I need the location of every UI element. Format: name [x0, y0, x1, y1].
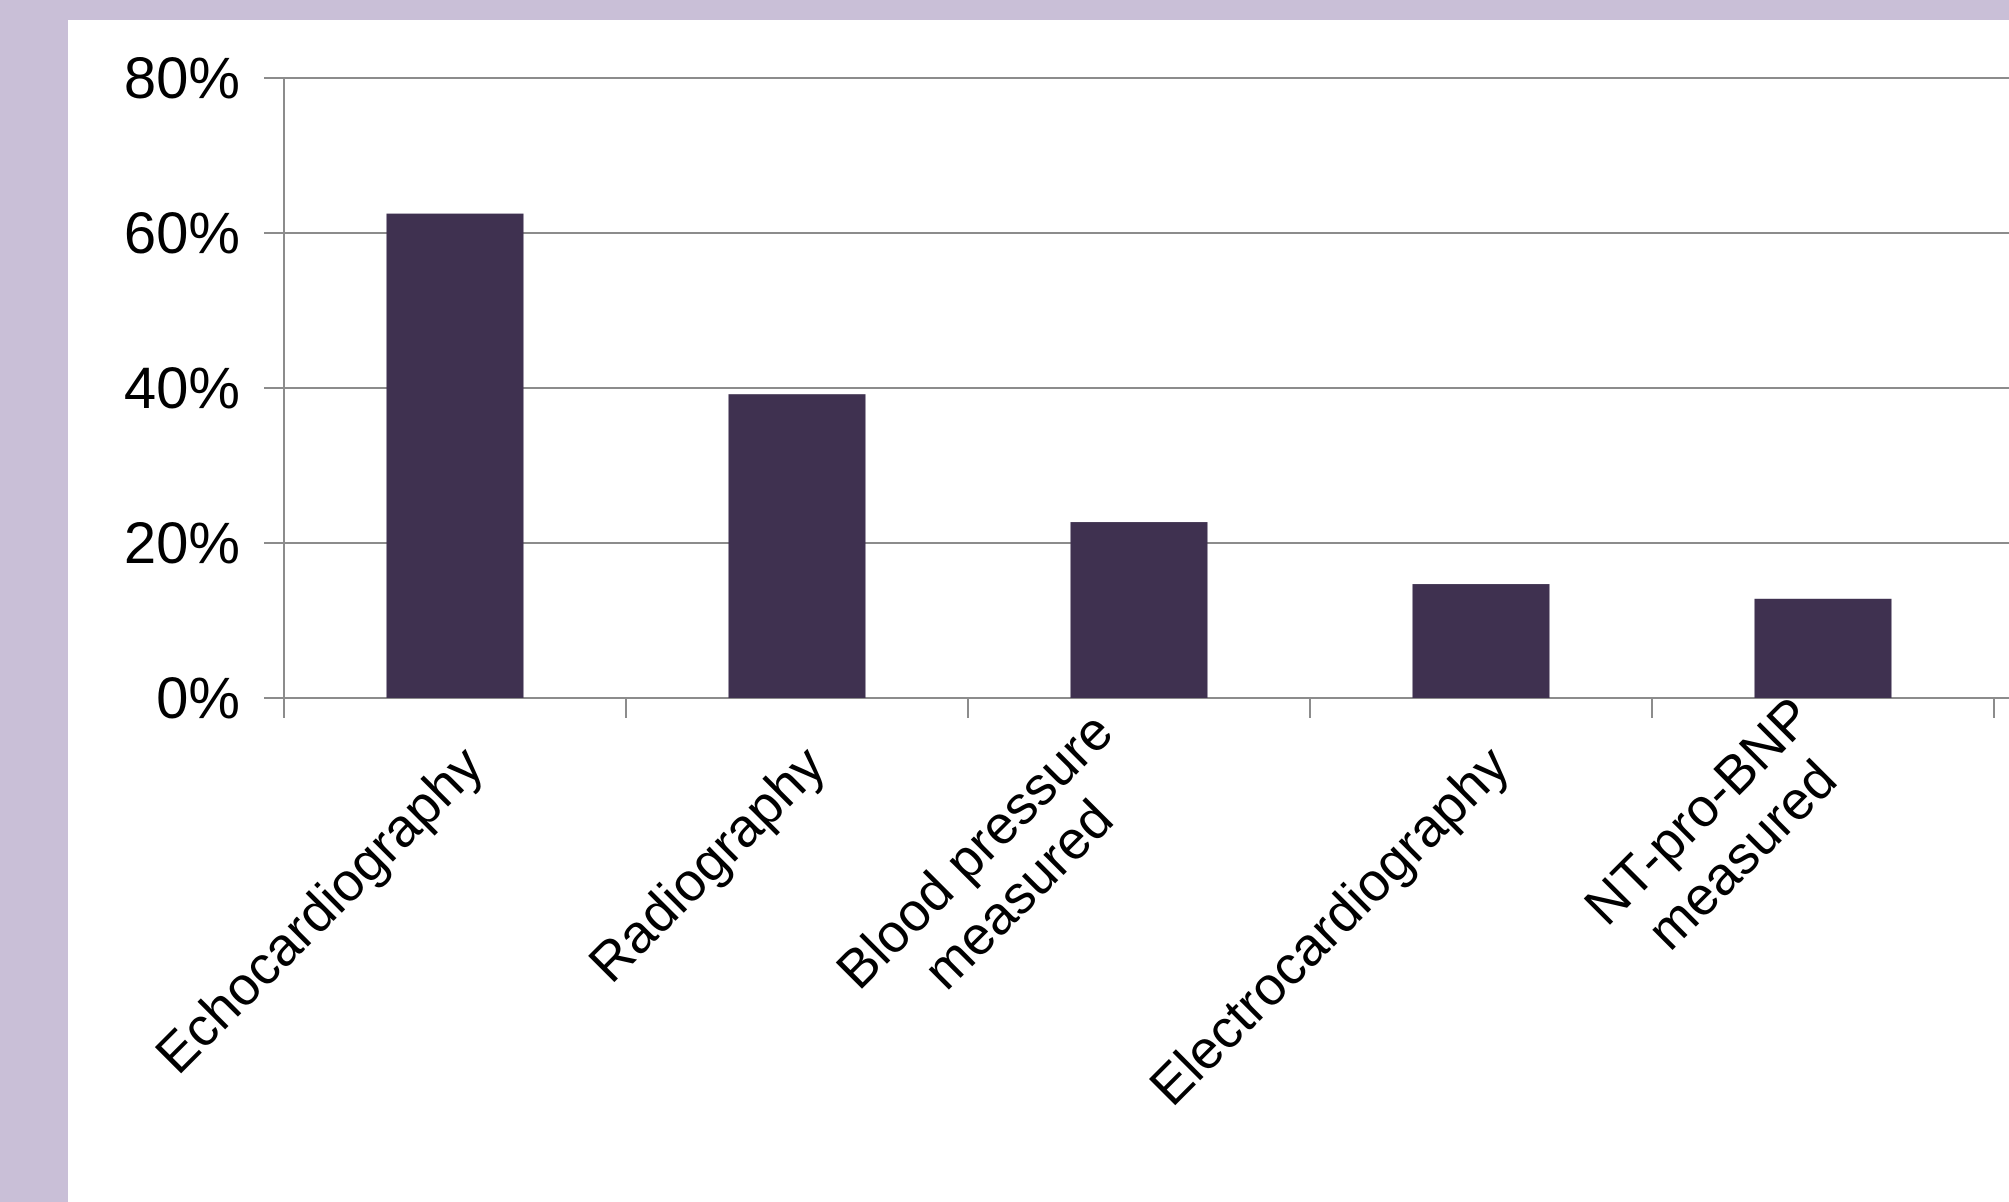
bar	[728, 394, 866, 698]
x-tick-label: Electrocardiography	[1138, 735, 1520, 1117]
bar	[1070, 522, 1208, 698]
bar	[1412, 584, 1550, 698]
bar	[386, 213, 524, 698]
y-tick-label: 20%	[124, 511, 240, 576]
chart-panel: 0% 20% 40% 60% 80% Echocardiography Radiograph…	[68, 20, 2009, 1202]
x-tick-label-group: Electrocardiography	[1138, 735, 1520, 1117]
x-tick-label: Echocardiography	[144, 735, 494, 1085]
bar-chart: 0% 20% 40% 60% 80% Echocardiography Radiograph…	[124, 46, 2009, 1117]
x-tick-label: Radiography	[577, 735, 836, 994]
y-tick-label: 0%	[156, 666, 240, 731]
x-tick-label-group: Radiography	[577, 735, 836, 994]
y-tick-label: 40%	[124, 356, 240, 421]
bar	[1754, 598, 1892, 698]
y-tick-label: 60%	[124, 201, 240, 266]
y-tick-label: 80%	[124, 46, 240, 111]
x-tick-label-group: Echocardiography	[144, 735, 494, 1085]
